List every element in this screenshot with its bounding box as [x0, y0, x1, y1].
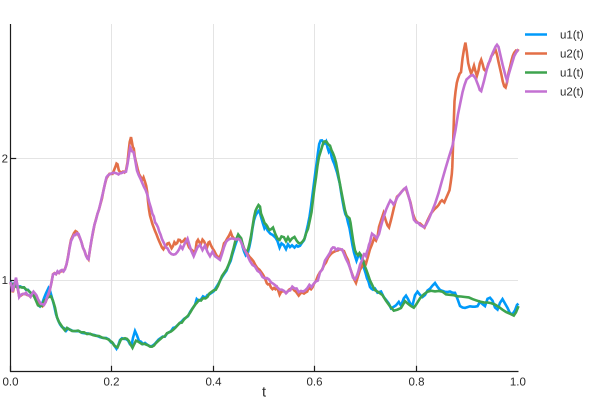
svg-text:0.6: 0.6 [307, 377, 323, 389]
svg-text:u2(t): u2(t) [560, 49, 584, 61]
svg-text:0.8: 0.8 [409, 377, 425, 389]
svg-text:1: 1 [2, 275, 8, 287]
svg-text:0.0: 0.0 [3, 377, 19, 389]
svg-text:2: 2 [2, 154, 8, 166]
svg-text:u2(t): u2(t) [560, 87, 584, 99]
svg-text:u1(t): u1(t) [560, 30, 584, 42]
svg-text:1.0: 1.0 [510, 377, 526, 389]
svg-text:0.4: 0.4 [206, 377, 223, 389]
svg-text:u1(t): u1(t) [560, 68, 584, 80]
svg-text:0.2: 0.2 [104, 377, 120, 389]
svg-text:t: t [262, 385, 266, 401]
